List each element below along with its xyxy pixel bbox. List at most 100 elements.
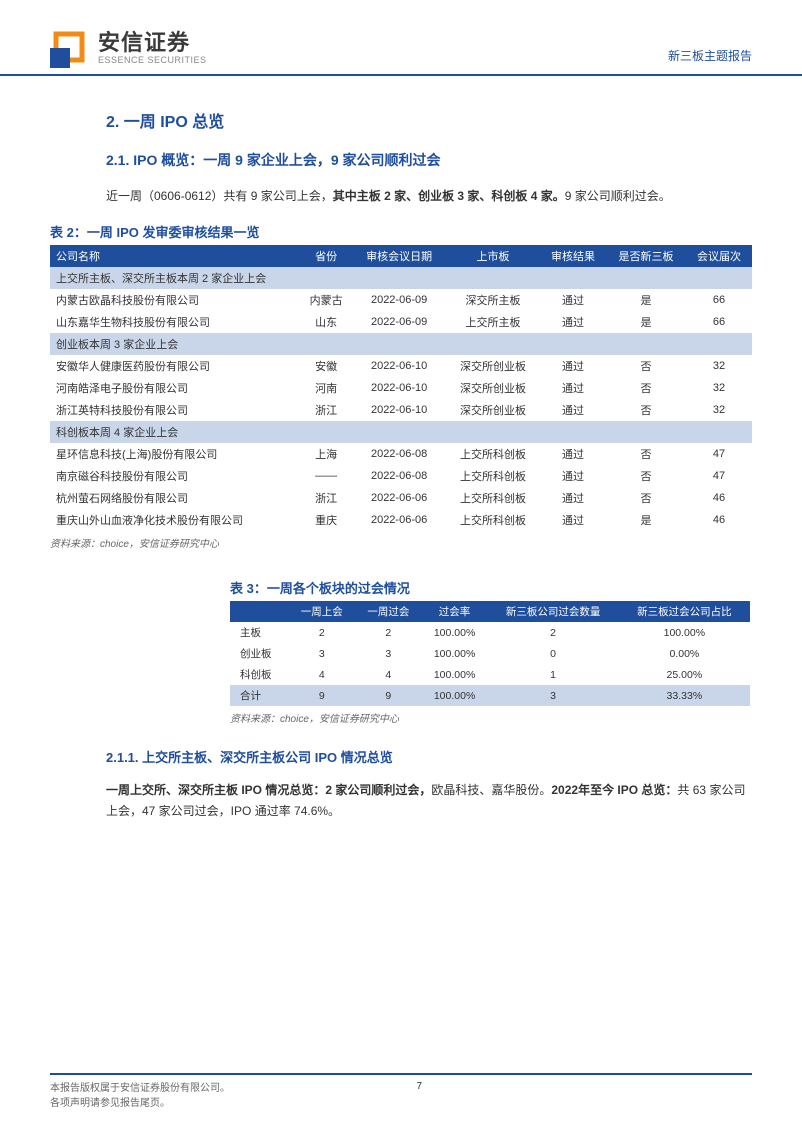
table-row: 浙江英特科技股份有限公司浙江2022-06-10深交所创业板通过否32	[50, 399, 752, 421]
table-cell: 是	[606, 509, 686, 531]
table-cell: 否	[606, 487, 686, 509]
table-cell: 通过	[540, 487, 606, 509]
table-cell: 100.00%	[422, 622, 488, 643]
table-cell: 内蒙古	[300, 289, 352, 311]
table-cell: 2	[487, 622, 618, 643]
table-cell: 通过	[540, 399, 606, 421]
intro-c: 9 家公司顺利过会。	[565, 189, 671, 203]
table3-header-cell: 一周过会	[355, 601, 422, 622]
table2-section-label: 上交所主板、深交所主板本周 2 家企业上会	[50, 267, 752, 289]
table-cell: 创业板	[230, 643, 289, 664]
table-cell: 上交所科创板	[446, 443, 540, 465]
table-cell: 安徽华人健康医药股份有限公司	[50, 355, 300, 377]
page-footer: 本报告版权属于安信证券股份有限公司。 各项声明请参见报告尾页。 7	[50, 1073, 752, 1111]
table-row: 河南皓泽电子股份有限公司河南2022-06-10深交所创业板通过否32	[50, 377, 752, 399]
table-cell: ——	[300, 465, 352, 487]
table-cell: 通过	[540, 355, 606, 377]
table3-header-row: 一周上会一周过会过会率新三板公司过会数量新三板过会公司占比	[230, 601, 750, 622]
table-cell: 2022-06-10	[352, 399, 446, 421]
p2-c: 2022年至今 IPO 总览：	[551, 783, 677, 797]
table-cell: 通过	[540, 377, 606, 399]
table-cell: 否	[606, 377, 686, 399]
heading-2-1-1: 2.1.1. 上交所主板、深交所主板公司 IPO 情况总览	[106, 747, 752, 766]
content: 2. 一周 IPO 总览 2.1. IPO 概览：一周 9 家企业上会，9 家公…	[0, 76, 802, 821]
table-cell: 0	[487, 643, 618, 664]
table-cell: 河南	[300, 377, 352, 399]
p2-b: 欧晶科技、嘉华股份。	[431, 783, 551, 797]
table2-source: 资料来源：choice，安信证券研究中心	[50, 535, 752, 550]
intro-paragraph: 近一周（0606-0612）共有 9 家公司上会，其中主板 2 家、创业板 3 …	[106, 186, 752, 206]
table-cell: 3	[355, 643, 422, 664]
table-cell: 上交所科创板	[446, 487, 540, 509]
table-cell: 深交所创业板	[446, 355, 540, 377]
table-cell: 46	[686, 487, 752, 509]
table2-header-cell: 公司名称	[50, 245, 300, 267]
table-cell: 否	[606, 355, 686, 377]
table-cell: 33.33%	[619, 685, 750, 706]
intro-b: 其中主板 2 家、创业板 3 家、科创板 4 家。	[333, 189, 565, 203]
table3-header-cell: 一周上会	[289, 601, 356, 622]
table3-header-cell: 新三板公司过会数量	[487, 601, 618, 622]
logo: 安信证券 ESSENCE SECURITIES	[50, 28, 207, 68]
table3-source: 资料来源：choice，安信证券研究中心	[230, 710, 752, 725]
table-cell: 32	[686, 377, 752, 399]
table-cell: 浙江	[300, 487, 352, 509]
table-cell: 深交所创业板	[446, 399, 540, 421]
table-cell: 内蒙古欧晶科技股份有限公司	[50, 289, 300, 311]
heading-2-1: 2.1. IPO 概览：一周 9 家企业上会，9 家公司顺利过会	[106, 150, 752, 170]
table-cell: 100.00%	[422, 685, 488, 706]
footer-line1: 本报告版权属于安信证券股份有限公司。	[50, 1081, 230, 1096]
table2-header-cell: 审核会议日期	[352, 245, 446, 267]
table2-header-cell: 上市板	[446, 245, 540, 267]
table-cell: 100.00%	[422, 643, 488, 664]
table-cell: 上交所科创板	[446, 465, 540, 487]
table-cell: 否	[606, 465, 686, 487]
table-cell: 通过	[540, 509, 606, 531]
table-cell: 100.00%	[422, 664, 488, 685]
table-cell: 3	[487, 685, 618, 706]
table-cell: 山东嘉华生物科技股份有限公司	[50, 311, 300, 333]
table2-section-label: 科创板本周 4 家企业上会	[50, 421, 752, 443]
table-cell: 2022-06-10	[352, 377, 446, 399]
table-cell: 2	[355, 622, 422, 643]
table-cell: 南京磁谷科技股份有限公司	[50, 465, 300, 487]
table-cell: 上海	[300, 443, 352, 465]
table-row: 山东嘉华生物科技股份有限公司山东2022-06-09上交所主板通过是66	[50, 311, 752, 333]
table-cell: 46	[686, 509, 752, 531]
paragraph-2: 一周上交所、深交所主板 IPO 情况总览：2 家公司顺利过会，欧晶科技、嘉华股份…	[106, 780, 752, 821]
table2-section-row: 科创板本周 4 家企业上会	[50, 421, 752, 443]
table-row: 南京磁谷科技股份有限公司——2022-06-08上交所科创板通过否47	[50, 465, 752, 487]
table-cell: 安徽	[300, 355, 352, 377]
table-row: 杭州萤石网络股份有限公司浙江2022-06-06上交所科创板通过否46	[50, 487, 752, 509]
table-cell: 2022-06-09	[352, 311, 446, 333]
table-cell: 重庆	[300, 509, 352, 531]
table-cell: 否	[606, 443, 686, 465]
table-cell: 0.00%	[619, 643, 750, 664]
table-cell: 深交所主板	[446, 289, 540, 311]
table3-header-cell	[230, 601, 289, 622]
table-cell: 浙江英特科技股份有限公司	[50, 399, 300, 421]
table-cell: 通过	[540, 443, 606, 465]
table3: 一周上会一周过会过会率新三板公司过会数量新三板过会公司占比 主板22100.00…	[230, 601, 750, 706]
table-cell: 2	[289, 622, 356, 643]
table-cell: 47	[686, 465, 752, 487]
header-subtitle: 新三板主题报告	[668, 47, 752, 68]
table-cell: 47	[686, 443, 752, 465]
intro-a: 近一周（0606-0612）共有 9 家公司上会，	[106, 189, 333, 203]
table-cell: 100.00%	[619, 622, 750, 643]
table-cell: 32	[686, 355, 752, 377]
table-cell: 通过	[540, 465, 606, 487]
table-cell: 2022-06-10	[352, 355, 446, 377]
table-cell: 66	[686, 289, 752, 311]
table-row: 星环信息科技(上海)股份有限公司上海2022-06-08上交所科创板通过否47	[50, 443, 752, 465]
table-cell: 是	[606, 289, 686, 311]
table-cell: 通过	[540, 289, 606, 311]
table-cell: 25.00%	[619, 664, 750, 685]
table-cell: 上交所科创板	[446, 509, 540, 531]
table3-header-cell: 过会率	[422, 601, 488, 622]
table-cell: 66	[686, 311, 752, 333]
table2-section-row: 创业板本周 3 家企业上会	[50, 333, 752, 355]
logo-icon	[50, 28, 90, 68]
table-cell: 主板	[230, 622, 289, 643]
table2-title: 表 2：一周 IPO 发审委审核结果一览	[50, 222, 752, 241]
